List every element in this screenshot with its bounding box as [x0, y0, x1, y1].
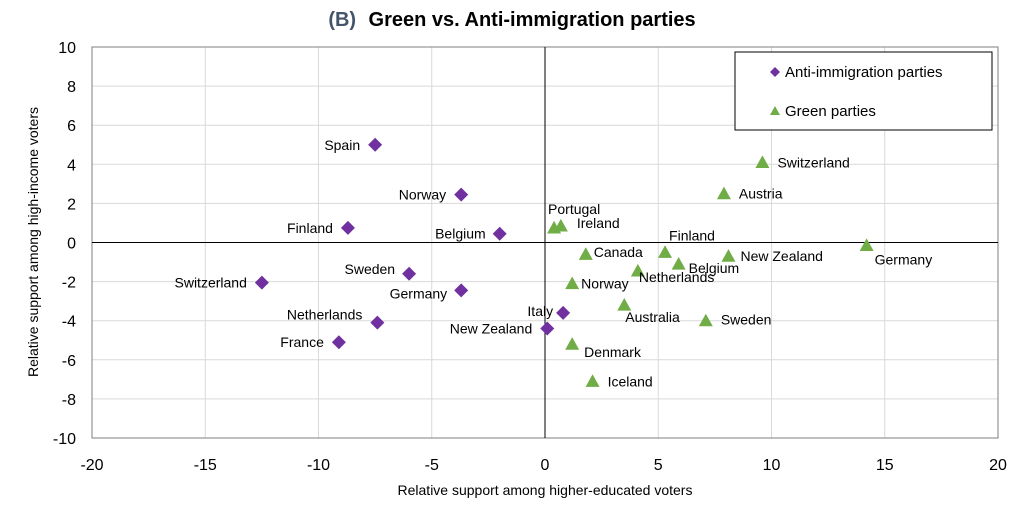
y-tick-label: -8: [62, 392, 76, 409]
x-tick-label: 10: [763, 457, 781, 474]
y-tick-label: -2: [62, 275, 76, 292]
point-label: Finland: [287, 220, 333, 236]
point-label: Portugal: [548, 201, 600, 217]
anti-immigration-point-switzerland: [254, 275, 269, 290]
legend-marker-anti-immigration: [770, 67, 780, 77]
y-tick-label: 0: [67, 236, 76, 253]
point-label: France: [280, 334, 324, 350]
y-tick-label: -10: [53, 431, 76, 448]
green-point-australia: [617, 298, 632, 311]
point-label: Finland: [669, 227, 715, 243]
y-tick-label: 10: [58, 40, 76, 57]
anti-immigration-point-new-zealand: [540, 321, 555, 336]
x-tick-label: -5: [425, 457, 439, 474]
point-label: Austria: [739, 186, 783, 202]
point-label: Belgium: [435, 226, 486, 242]
green-point-new-zealand: [721, 249, 736, 262]
point-label: Switzerland: [175, 275, 247, 291]
point-label: Netherlands: [287, 307, 363, 323]
y-axis-label: Relative support among high-income voter…: [25, 107, 41, 377]
legend-entry: Anti-immigration parties: [785, 64, 943, 81]
x-tick-label: 15: [876, 457, 894, 474]
green-point-belgium: [671, 257, 686, 270]
green-point-denmark: [565, 337, 580, 350]
point-label: Switzerland: [777, 154, 849, 170]
x-tick-label: 5: [654, 457, 663, 474]
point-label: Italy: [527, 303, 553, 319]
green-point-iceland: [585, 374, 600, 387]
green-point-netherlands: [630, 263, 645, 277]
y-tick-label: 8: [67, 79, 76, 96]
y-tick-label: -4: [62, 314, 76, 331]
point-label: Sweden: [721, 312, 772, 328]
y-tick-label: 2: [67, 196, 76, 213]
chart-title-main: Green vs. Anti-immigration parties: [369, 9, 696, 31]
anti-immigration-point-spain: [368, 137, 383, 152]
point-label: Germany: [875, 251, 933, 267]
plot-area: -20 -15 -10 -5 0 5 10 15 201086420-2-4-6-8-10Spa…: [53, 40, 1007, 474]
anti-immigration-point-finland: [340, 220, 355, 235]
green-point-canada: [578, 247, 593, 260]
green-point-norway: [565, 276, 580, 290]
y-tick-label: -6: [62, 353, 76, 370]
point-label: Netherlands: [639, 269, 715, 285]
green-point-finland: [658, 245, 673, 258]
green-point-switzerland: [755, 155, 770, 168]
anti-immigration-point-germany: [454, 283, 469, 298]
legend-box: [734, 51, 993, 131]
point-label: Belgium: [689, 260, 740, 276]
x-tick-label: 20: [989, 457, 1007, 474]
anti-immigration-point-norway: [454, 187, 469, 202]
point-label: Iceland: [608, 373, 653, 389]
x-axis-label: Relative support among higher-educated v…: [398, 482, 693, 498]
y-tick-label: 4: [67, 157, 76, 174]
point-label: Norway: [581, 276, 628, 292]
x-tick-label: -10: [307, 457, 330, 474]
point-label: Germany: [390, 285, 448, 301]
anti-immigration-point-netherlands: [370, 315, 385, 330]
legend-entry: Green parties: [785, 103, 876, 120]
green-point-sweden: [698, 313, 713, 327]
chart-title: (B) Green vs. Anti-immigration parties: [328, 9, 695, 31]
point-label: Denmark: [584, 344, 642, 360]
legend: Anti-immigration parties Green parties: [734, 51, 993, 131]
point-label: Canada: [594, 244, 643, 260]
y-tick-label: 6: [67, 118, 76, 135]
point-label: Australia: [625, 309, 680, 325]
green-point-ireland: [553, 218, 568, 232]
green-point-austria: [716, 186, 731, 200]
x-tick-label: -20: [80, 457, 103, 474]
point-label: Ireland: [577, 215, 620, 231]
anti-immigration-point-belgium: [492, 226, 507, 241]
anti-immigration-point-italy: [556, 305, 571, 320]
anti-immigration-point-sweden: [402, 266, 417, 281]
point-label: Sweden: [345, 261, 396, 277]
anti-immigration-point-france: [331, 335, 346, 350]
point-label: New Zealand: [450, 321, 533, 337]
green-point-germany: [859, 238, 874, 252]
point-label: Spain: [324, 137, 360, 153]
x-tick-label: -15: [194, 457, 217, 474]
x-tick-label: 0: [541, 457, 550, 474]
legend-marker-green: [770, 106, 780, 115]
point-label: Norway: [399, 187, 446, 203]
point-label: New Zealand: [740, 248, 823, 264]
chart-title-prefix: (B): [328, 9, 356, 31]
